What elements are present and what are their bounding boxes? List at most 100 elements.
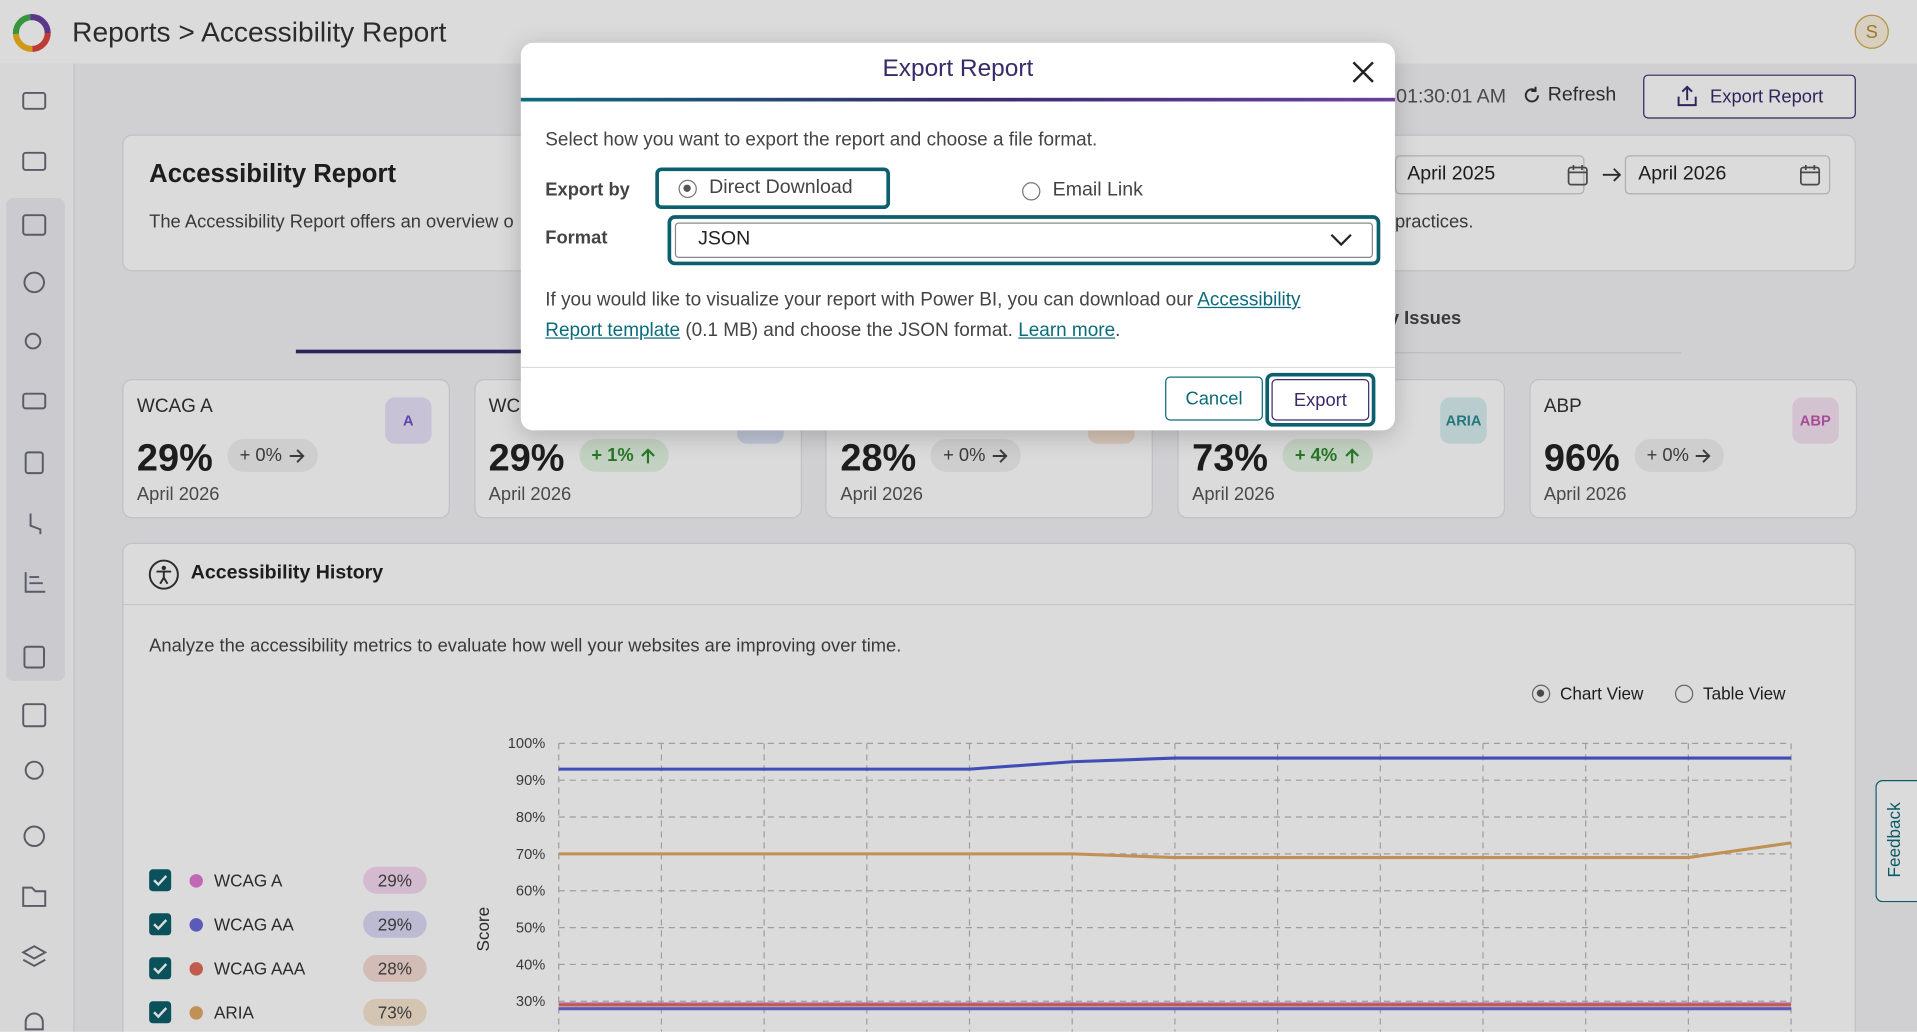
chart-view-option[interactable]: Chart View [1531, 683, 1644, 703]
avatar[interactable]: S [1854, 14, 1889, 49]
view-label: Chart View [1560, 683, 1644, 703]
template-link[interactable]: Accessibility Report template [545, 289, 1301, 342]
change-label: + 4% [1294, 445, 1338, 466]
learn-more-link[interactable]: Learn more [1018, 320, 1116, 342]
metric-value: 96% [1543, 436, 1620, 480]
legend-dot [189, 918, 203, 932]
export-report-label: Export Report [1710, 86, 1824, 107]
metric-value: 28% [840, 436, 917, 480]
legend-dot [189, 962, 203, 976]
divider [123, 603, 1855, 606]
export-by-label: Export by [545, 179, 630, 201]
active-tab-indicator [295, 349, 541, 354]
check [153, 1007, 168, 1019]
tab-label[interactable]: y Issues [1388, 308, 1462, 329]
format-label: Format [545, 227, 608, 249]
metric-card: WCAG A A 29% + 0% April 2026 [122, 378, 450, 519]
date-to[interactable]: April 2026 [1624, 155, 1831, 195]
y-tick-label: 80% [516, 810, 545, 826]
metric-name: ABP [1543, 396, 1582, 417]
metric-date: April 2026 [136, 484, 220, 505]
date-from[interactable]: April 2025 [1394, 155, 1585, 195]
legend-item[interactable]: ARIA 73% [149, 998, 430, 1026]
metric-change: + 4% [1282, 438, 1373, 472]
metric-value: 29% [488, 436, 565, 480]
trend-arrow [289, 448, 305, 463]
table-view-option[interactable]: Table View [1674, 683, 1786, 703]
legend-value: 29% [363, 910, 427, 938]
legend-value: 29% [363, 866, 427, 894]
report-title: Accessibility Report [149, 160, 397, 189]
note-text: . [1115, 320, 1121, 342]
metric-date: April 2026 [488, 484, 572, 505]
series-line [558, 756, 1792, 771]
metric-badge: A [385, 397, 432, 444]
direct-download-option[interactable]: Direct Download [655, 167, 891, 210]
export-modal: Export Report Select how you want to exp… [520, 42, 1395, 431]
cancel-button[interactable]: Cancel [1165, 376, 1263, 421]
metric-value: 73% [1192, 436, 1268, 480]
modal-note: If you would like to visualize your repo… [545, 285, 1303, 346]
history-title: Accessibility History [190, 562, 384, 584]
metric-date: April 2026 [1192, 484, 1275, 505]
breadcrumb[interactable]: Reports > Accessibility Report [72, 15, 447, 48]
chevron [1330, 233, 1352, 247]
y-tick-label: 30% [516, 994, 545, 1010]
metric-value: 29% [136, 436, 213, 480]
modal-title: Export Report [882, 55, 1034, 82]
legend-value: 73% [363, 998, 427, 1026]
metric-name: WC [488, 396, 521, 417]
nav-icons [21, 91, 48, 1031]
refresh-label: Refresh [1547, 84, 1617, 106]
metric-change: + 1% [579, 438, 670, 472]
metric-change: + 0% [930, 438, 1021, 472]
refresh-icon [1524, 86, 1539, 103]
close-button[interactable] [1351, 60, 1375, 84]
metric-name: WCAG A [136, 396, 213, 417]
date-to-value: April 2026 [1638, 163, 1727, 185]
y-tick-label: 100% [508, 736, 545, 752]
format-value: JSON [698, 228, 751, 250]
metric-badge: ABP [1792, 397, 1839, 444]
history-description: Analyze the accessibility metrics to eva… [149, 635, 902, 657]
date-from-value: April 2025 [1407, 163, 1496, 185]
check [153, 963, 168, 975]
legend-item[interactable]: WCAG AAA 28% [149, 954, 430, 982]
metric-date: April 2026 [1543, 484, 1627, 505]
y-tick-label: 60% [516, 884, 545, 900]
legend-item[interactable]: WCAG A 29% [149, 866, 430, 894]
report-description: The Accessibility Report offers an overv… [149, 211, 514, 233]
radio [1674, 684, 1694, 703]
email-link-option[interactable]: Email Link [1022, 180, 1143, 202]
sidebar [0, 63, 75, 1032]
checkbox [149, 913, 172, 936]
trend-arrow [1696, 448, 1712, 463]
y-tick-label: 50% [516, 920, 545, 936]
check [153, 875, 168, 887]
feedback-tab[interactable]: Feedback [1875, 780, 1917, 903]
report-description-end: practices. [1394, 211, 1474, 233]
badge-label: ABP [1799, 412, 1831, 430]
checkbox [149, 1001, 172, 1024]
change-label: + 0% [1646, 445, 1689, 466]
refresh-button[interactable]: Refresh [1522, 84, 1616, 106]
checkbox [149, 957, 172, 980]
badge-label: A [403, 412, 414, 430]
export-button[interactable]: Export [1271, 378, 1370, 421]
legend-item[interactable]: WCAG AA 29% [149, 910, 430, 938]
trend-arrow [992, 448, 1008, 463]
legend-dot [189, 874, 203, 888]
metric-change: + 0% [1634, 438, 1725, 472]
export-icon [1677, 85, 1697, 107]
metric-badge: ARIA [1440, 397, 1487, 444]
export-report-button[interactable]: Export Report [1643, 74, 1856, 119]
change-label: + 0% [943, 445, 986, 466]
y-tick-label: 70% [516, 847, 545, 863]
modal-intro: Select how you want to export the report… [545, 129, 1098, 151]
radio [678, 179, 697, 198]
trend-arrow [641, 447, 656, 463]
timestamp: 01:30:01 AM [1396, 86, 1507, 108]
format-select[interactable]: JSON [667, 215, 1381, 266]
